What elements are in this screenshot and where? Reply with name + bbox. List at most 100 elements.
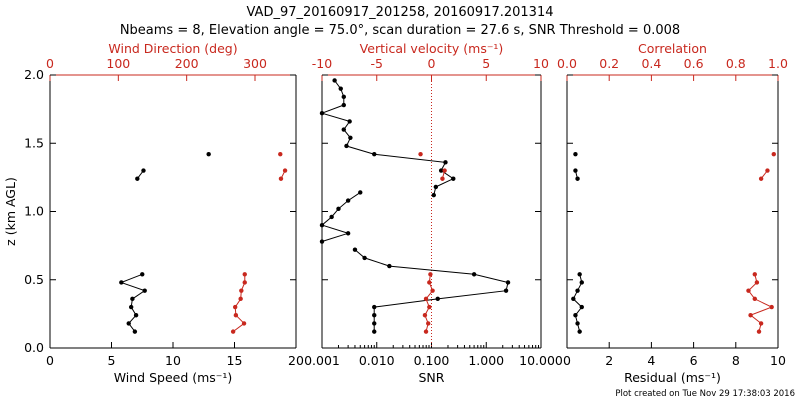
bottom-tick-label: 15: [227, 353, 243, 368]
top-series-point: [422, 313, 428, 318]
top-tick-label: 300: [243, 56, 267, 71]
bottom-series-point: [341, 102, 346, 108]
bottom-series-point: [319, 239, 325, 244]
bottom-series-point: [119, 280, 124, 285]
panel-2: 0.001 0.010 0.100 1.000 10.000 SNR -10 -5 0 5 10 Ve…: [304, 41, 563, 385]
top-series-point: [230, 329, 236, 334]
bottom-tick-label: 0.100: [414, 353, 450, 368]
top-tick-label: 200: [175, 56, 199, 71]
bottom-series-point: [338, 86, 343, 91]
top-series-point: [239, 288, 244, 293]
bottom-series-point: [128, 304, 134, 310]
y-tick-label: 2.0: [24, 67, 44, 82]
bottom-series-point: [132, 329, 138, 334]
bottom-series-point: [352, 247, 358, 252]
bottom-tick-label: 2: [605, 353, 613, 368]
y-tick-label: 1.0: [24, 204, 44, 219]
top-series-point: [427, 304, 432, 310]
bottom-series-point: [319, 111, 325, 116]
bottom-series-point: [206, 151, 211, 157]
bottom-series-point: [577, 272, 582, 277]
bottom-series-point: [345, 231, 351, 236]
bottom-series-point: [579, 304, 584, 310]
bottom-series-line: [119, 273, 146, 332]
top-series-point: [430, 288, 435, 293]
bottom-series-point: [332, 78, 337, 83]
bottom-series-point: [362, 255, 367, 261]
top-tick-label: 100: [106, 56, 130, 71]
bottom-axis-title: SNR: [419, 370, 445, 385]
top-series-point: [442, 168, 447, 173]
bottom-tick-label: 5: [108, 353, 116, 368]
top-series-point: [282, 168, 288, 173]
bottom-series-line: [320, 80, 455, 196]
bottom-tick-label: 0.001: [304, 353, 340, 368]
bottom-series-point: [575, 321, 580, 326]
bottom-series-point: [433, 184, 439, 190]
bottom-series-point: [573, 151, 578, 157]
top-series-point: [233, 313, 239, 318]
bottom-series-point: [471, 272, 477, 277]
bottom-series-point: [345, 198, 351, 203]
footer-timestamp: Plot created on Tue Nov 29 17:38:03 2016: [615, 389, 795, 399]
top-series-point: [771, 151, 776, 157]
bottom-series-point: [319, 222, 325, 228]
bottom-tick-label: 0.010: [359, 353, 395, 368]
bottom-series-point: [348, 135, 353, 140]
top-series-point: [752, 296, 757, 302]
top-series-point: [440, 176, 445, 181]
top-series-point: [418, 151, 423, 157]
bottom-series-point: [573, 313, 578, 318]
bottom-series-point: [336, 206, 341, 211]
bottom-series-point: [575, 176, 580, 181]
bottom-axis-title: Residual (ms⁻¹): [624, 370, 721, 385]
top-tick-label: 0.4: [641, 56, 661, 71]
top-series-point: [427, 280, 432, 285]
bottom-series-point: [358, 190, 363, 195]
bottom-series-point: [347, 119, 352, 124]
top-series-point: [765, 168, 770, 173]
bottom-series-point: [329, 214, 334, 220]
top-series-point: [241, 321, 247, 326]
top-tick-label: 10: [533, 56, 549, 71]
bottom-series-point: [372, 321, 377, 326]
bottom-series-point: [341, 94, 346, 100]
top-series-point: [758, 321, 764, 326]
bottom-tick-label: 0: [563, 353, 571, 368]
bottom-series-point: [372, 304, 377, 310]
bottom-series-point: [431, 192, 436, 198]
top-tick-label: 0.6: [684, 56, 704, 71]
top-tick-label: 0: [428, 56, 436, 71]
top-tick-label: 0.2: [599, 56, 619, 71]
bottom-series-point: [133, 313, 139, 318]
bottom-series-point: [141, 168, 146, 173]
top-series-point: [242, 280, 247, 285]
top-tick-label: 0.8: [726, 56, 746, 71]
top-tick-label: 0: [46, 56, 54, 71]
top-axis-title: Correlation: [638, 41, 707, 56]
y-axis-title: z (km AGL): [3, 177, 18, 246]
bottom-tick-label: 20: [288, 353, 304, 368]
top-series-point: [752, 272, 757, 277]
top-tick-label: 1.0: [768, 56, 788, 71]
bottom-tick-label: 1.000: [468, 353, 504, 368]
bottom-series-point: [126, 321, 131, 326]
bottom-tick-label: 10: [770, 353, 786, 368]
bottom-tick-label: 0: [46, 353, 54, 368]
top-tick-label: -10: [312, 56, 332, 71]
bottom-series-point: [505, 280, 511, 285]
bottom-series-point: [571, 296, 576, 302]
bottom-series-point: [140, 272, 145, 277]
chart-subtitle: Nbeams = 8, Elevation angle = 75.0°, sca…: [120, 23, 680, 38]
top-series-point: [278, 176, 284, 181]
top-series-point: [423, 329, 429, 334]
top-axis-title: Wind Direction (deg): [108, 41, 237, 56]
top-tick-label: 5: [482, 56, 490, 71]
top-tick-label: -5: [371, 56, 383, 71]
top-series-point: [758, 176, 764, 181]
y-tick-label: 0.0: [24, 340, 44, 355]
bottom-tick-label: 6: [690, 353, 698, 368]
top-series-point: [756, 329, 762, 334]
top-series-point: [746, 288, 751, 293]
top-series-point: [769, 304, 774, 310]
